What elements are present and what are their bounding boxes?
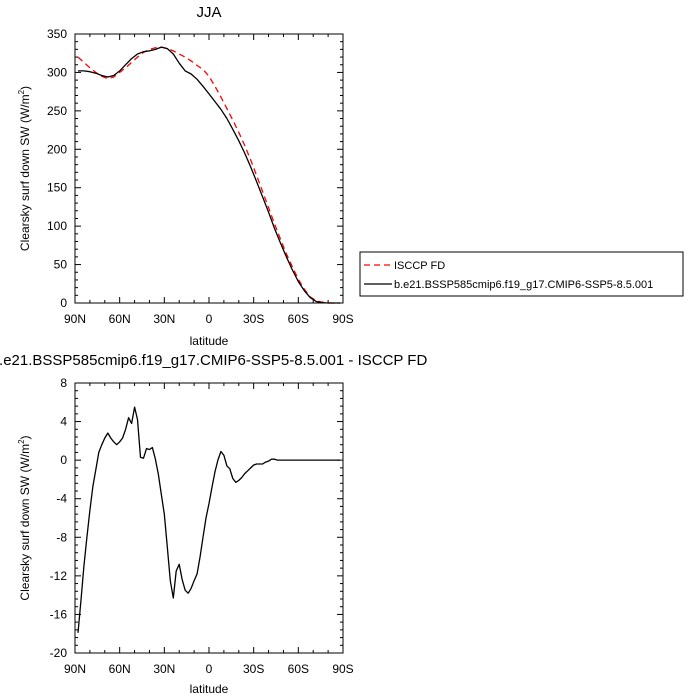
x-tick-label: 90S bbox=[332, 662, 353, 676]
y-tick-label: 0 bbox=[60, 296, 67, 310]
y-axis-label-main: Clearsky surf down SW (W/m bbox=[18, 94, 32, 251]
y-tick-label: -12 bbox=[50, 569, 68, 583]
y-tick-label: -20 bbox=[50, 646, 68, 660]
y-axis-label: Clearsky surf down SW (W/m2) bbox=[17, 86, 32, 251]
y-tick-label: 4 bbox=[60, 415, 67, 429]
legend-box bbox=[359, 251, 684, 297]
y-axis-label-superscript: 2 bbox=[17, 89, 26, 94]
y-tick-label: 0 bbox=[60, 453, 67, 467]
x-tick-label: 90N bbox=[64, 662, 86, 676]
x-tick-label: 0 bbox=[206, 662, 213, 676]
x-axis-label: latitude bbox=[190, 682, 229, 696]
x-tick-label: 30S bbox=[243, 662, 264, 676]
y-axis-label-main: Clearsky surf down SW (W/m bbox=[18, 444, 32, 601]
y-tick-label: -16 bbox=[50, 607, 68, 621]
series-line-2 bbox=[78, 46, 340, 304]
chart-title: JJA bbox=[196, 4, 221, 21]
y-tick-label: 50 bbox=[54, 258, 68, 272]
y-axis-label-close: ) bbox=[18, 86, 32, 90]
y-tick-label: 300 bbox=[47, 65, 67, 79]
y-tick-label: 100 bbox=[47, 219, 67, 233]
y-tick-label: 150 bbox=[47, 181, 67, 195]
series-line-1 bbox=[77, 46, 340, 304]
x-tick-label: 0 bbox=[206, 312, 213, 326]
x-tick-label: 90N bbox=[64, 312, 86, 326]
x-tick-label: 30N bbox=[153, 662, 175, 676]
y-tick-label: 8 bbox=[60, 376, 67, 390]
x-tick-label: 60S bbox=[288, 312, 309, 326]
y-tick-label: -4 bbox=[56, 492, 67, 506]
chart-title: b.e21.BSSP585cmip6.f19_g17.CMIP6-SSP5-8.… bbox=[0, 352, 427, 369]
y-tick-label: 350 bbox=[47, 27, 67, 41]
x-tick-label: 30N bbox=[153, 312, 175, 326]
x-tick-label: 60S bbox=[288, 662, 309, 676]
y-axis-label-superscript: 2 bbox=[17, 439, 26, 444]
y-tick-label: 250 bbox=[47, 104, 67, 118]
x-tick-label: 60N bbox=[109, 662, 131, 676]
x-tick-label: 30S bbox=[243, 312, 264, 326]
x-tick-label: 90S bbox=[332, 312, 353, 326]
y-axis-label: Clearsky surf down SW (W/m2) bbox=[17, 435, 32, 600]
x-axis-label: latitude bbox=[190, 334, 229, 348]
series-line-1 bbox=[77, 406, 340, 633]
legend-label-2: b.e21.BSSP585cmip6.f19_g17.CMIP6-SSP5-8.… bbox=[394, 279, 653, 291]
x-tick-label: 60N bbox=[109, 312, 131, 326]
y-tick-label: -8 bbox=[56, 530, 67, 544]
plot-frame bbox=[74, 382, 344, 654]
legend-label-1: ISCCP FD bbox=[394, 260, 445, 272]
y-tick-label: 200 bbox=[47, 142, 67, 156]
y-axis-label-close: ) bbox=[18, 435, 32, 439]
